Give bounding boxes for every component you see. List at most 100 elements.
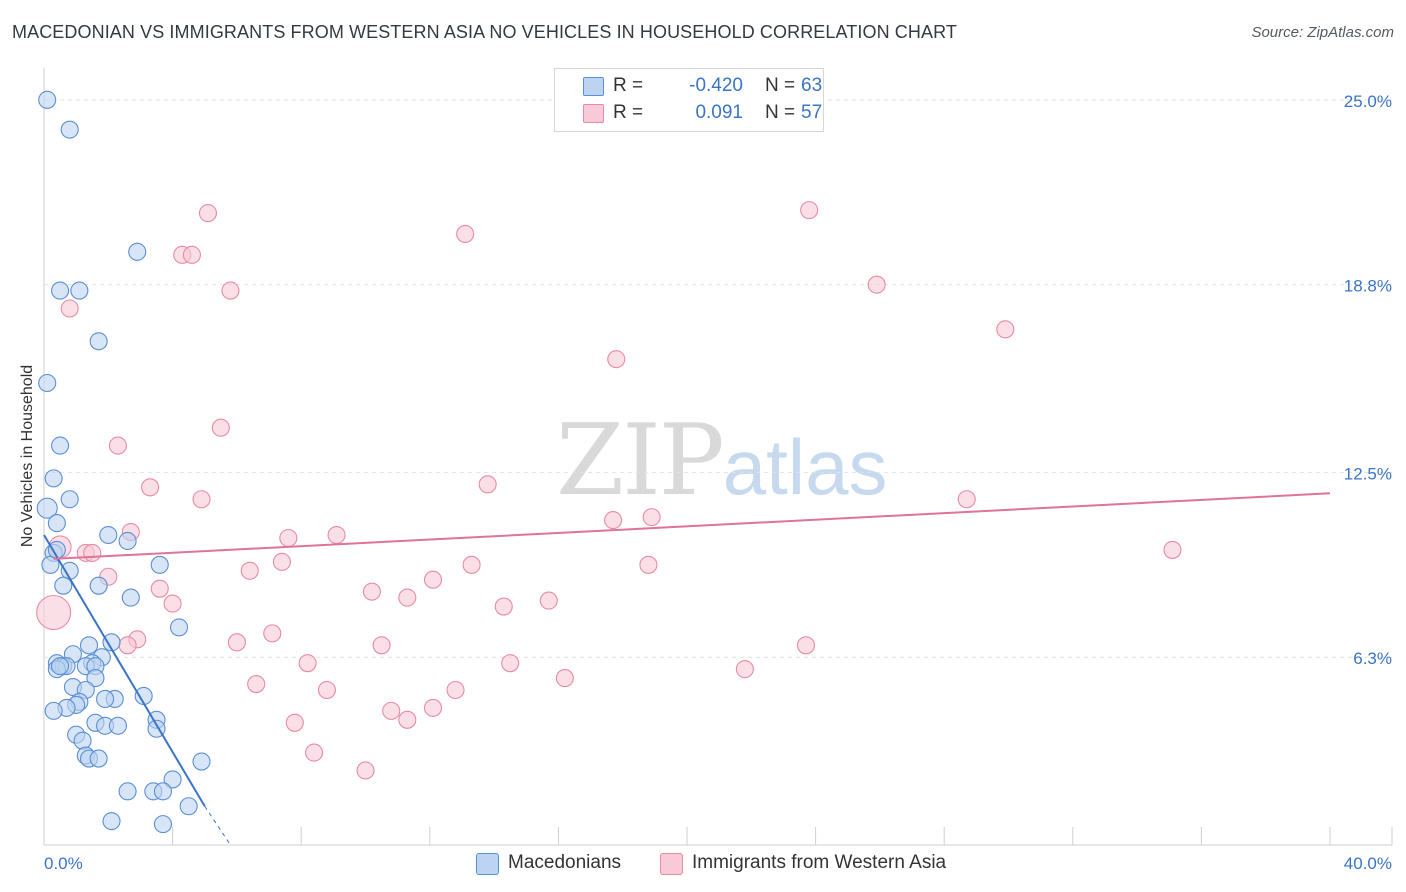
axes	[43, 68, 1393, 846]
immigrants-point	[60, 299, 79, 318]
immigrants-point	[539, 591, 558, 610]
y-axis-label: No Vehicles in Household	[19, 364, 36, 548]
immigrants-point	[317, 680, 336, 700]
immigrants-point	[285, 713, 304, 732]
watermark-zip: ZIP	[556, 404, 725, 518]
macedonians-point	[51, 436, 70, 455]
immigrants-point	[108, 436, 127, 455]
macedonians-point	[51, 281, 70, 300]
x-tick-label: 40.0%	[1344, 854, 1392, 873]
immigrants-point	[423, 570, 443, 589]
source-label: Source: ZipAtlas.com	[1251, 24, 1394, 41]
macedonians-point	[38, 90, 57, 109]
immigrants-point	[198, 204, 218, 223]
macedonians-point	[179, 797, 198, 816]
immigrants-point	[478, 475, 497, 494]
stats-n-value: 57	[801, 102, 823, 123]
macedonians-point	[102, 812, 121, 831]
immigrants-point	[494, 597, 513, 616]
immigrants-point	[372, 636, 391, 655]
stats-swatch-blue	[583, 77, 604, 96]
immigrants-point	[639, 555, 658, 574]
macedonians-point	[169, 618, 189, 637]
chart-title: MACEDONIAN VS IMMIGRANTS FROM WESTERN AS…	[12, 22, 957, 42]
y-tick-label: 12.5%	[1344, 464, 1392, 483]
immigrants-point	[501, 654, 520, 673]
immigrants-point	[1163, 540, 1182, 559]
immigrants-point	[240, 561, 259, 580]
immigrants-point	[182, 245, 201, 264]
watermark: ZIPatlas	[556, 404, 888, 518]
immigrants-point	[272, 552, 291, 571]
immigrants-point	[279, 528, 298, 548]
stats-swatch-pink	[583, 104, 604, 123]
legend-label: Macedonians	[508, 852, 622, 873]
series-immigrants-points	[36, 201, 1182, 780]
immigrants-point	[305, 743, 324, 762]
immigrants-trendline	[53, 492, 1331, 560]
macedonians-point	[47, 514, 66, 533]
immigrants-point	[263, 624, 282, 643]
macedonians-point	[153, 815, 173, 834]
immigrants-point	[957, 490, 976, 509]
legend-label: Immigrants from Western Asia	[692, 852, 947, 873]
macedonians-point	[128, 242, 147, 261]
stats-r-value: -0.420	[689, 75, 743, 96]
immigrants-point	[298, 654, 317, 673]
macedonians-trendline	[43, 534, 206, 807]
macedonians-point	[36, 497, 58, 519]
immigrants-point	[398, 710, 417, 729]
macedonians-point	[44, 701, 63, 720]
macedonians-point	[153, 782, 173, 801]
macedonians-point	[70, 281, 89, 300]
immigrants-point	[382, 701, 401, 720]
macedonians-point	[99, 525, 118, 545]
immigrants-point	[996, 320, 1015, 339]
series-macedonians-points	[36, 90, 211, 834]
macedonians-point	[38, 373, 57, 393]
macedonians-point	[73, 731, 92, 750]
macedonians-point	[192, 752, 211, 771]
immigrants-point	[735, 660, 754, 679]
immigrants-point	[446, 680, 465, 700]
macedonians-point	[54, 576, 73, 595]
y-tick-label: 6.3%	[1353, 649, 1392, 668]
stats-n-value: 63	[801, 75, 823, 96]
stats-r-label: R =	[613, 102, 644, 123]
legend-swatch-blue	[476, 853, 499, 875]
macedonians-point	[44, 469, 63, 488]
immigrants-point	[462, 555, 481, 574]
immigrants-point	[150, 579, 169, 598]
correlation-stats-box: R = -0.420 N = 63 R = 0.091 N = 57	[554, 68, 824, 132]
macedonians-point	[118, 782, 137, 801]
stats-r-label: R =	[613, 75, 644, 96]
macedonians-point	[89, 749, 108, 768]
trendlines	[43, 492, 1331, 846]
macedonians-point	[96, 689, 115, 708]
stats-r-value: 0.091	[695, 102, 743, 123]
watermark-atlas: atlas	[722, 423, 888, 511]
immigrants-point	[211, 418, 230, 437]
tick-labels: 6.3% 12.5% 18.8% 25.0% 0.0% 40.0%	[44, 92, 1392, 873]
macedonians-point	[150, 555, 169, 574]
macedonians-point	[89, 576, 108, 595]
immigrants-point	[83, 543, 102, 562]
immigrants-point	[141, 478, 160, 497]
immigrants-point	[247, 674, 266, 694]
immigrants-point	[867, 275, 886, 294]
immigrants-point	[555, 669, 574, 688]
immigrants-point	[642, 508, 661, 527]
immigrants-point	[36, 594, 72, 631]
macedonians-point	[163, 770, 182, 789]
macedonians-point	[41, 555, 60, 574]
macedonians-point	[60, 490, 79, 509]
macedonians-point	[51, 657, 70, 676]
macedonians-trendline-extension	[204, 805, 231, 846]
macedonians-point	[79, 636, 99, 655]
immigrants-point	[398, 588, 417, 607]
immigrants-point	[796, 636, 816, 655]
immigrants-point	[456, 224, 475, 244]
immigrants-point	[327, 525, 346, 545]
immigrants-point	[800, 201, 819, 220]
